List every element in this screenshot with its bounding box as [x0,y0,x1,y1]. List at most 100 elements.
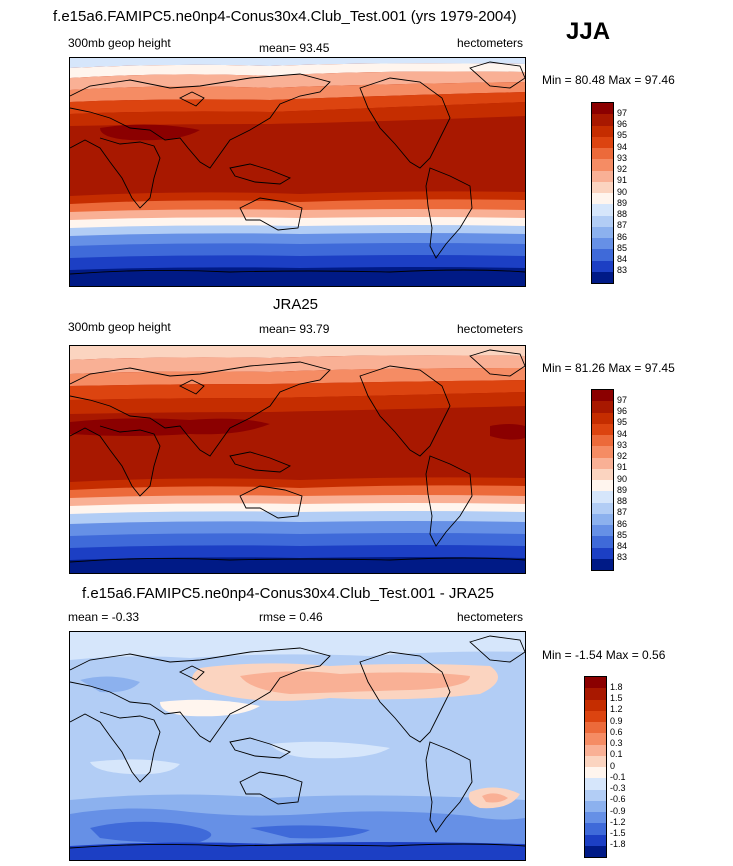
panel1-level-label: 94 [617,141,628,152]
panel3-level-label: 1.2 [610,704,623,715]
panel1-swatch [592,249,613,261]
panel1-level-label: 90 [617,186,628,197]
panel2-colorbar [591,389,614,571]
panel3-swatch [585,834,606,846]
panel1-level-label: 89 [617,197,628,208]
panel2-level-label: 92 [617,451,628,461]
panel1-swatch [592,136,613,148]
panel3-level-label: 1.8 [610,681,623,692]
panel3-swatch [585,688,606,700]
panel1-level-label: 84 [617,254,628,264]
panel2-swatch [592,480,613,492]
panel1-map [69,57,526,287]
figure-title: f.e15a6.FAMIPC5.ne0np4-Conus30x4.Club_Te… [53,8,517,25]
panel2-swatch [592,390,613,402]
panel3-swatch [585,722,606,734]
panel1-swatch [592,271,613,283]
panel3-colorbar [584,676,607,858]
panel2-level-label: 88 [617,496,628,506]
panel2-swatch [592,457,613,469]
panel2-variable-label: 300mb geop height [68,320,171,334]
panel2-level-label: 87 [617,507,628,518]
panel2-swatch [592,401,613,413]
panel3-level-label: -0.1 [610,771,626,782]
panel3-level-label: 0.3 [610,738,623,748]
panel3-level-label: -1.5 [610,828,626,838]
panel3-swatch [585,755,606,767]
panel1-level-label: 95 [617,130,628,141]
panel3-rmse-label: rmse = 0.46 [259,610,323,624]
panel1-swatch [592,125,613,137]
panel1-level-label: 85 [617,242,628,253]
panel3-swatch [585,710,606,722]
panel3-swatch [585,800,606,812]
panel1-swatch [592,181,613,193]
panel3-level-label: 0.9 [610,715,623,726]
panel1-swatch [592,226,613,238]
panel3-level-label: -0.3 [610,783,626,793]
panel3-map [69,631,526,861]
panel1-swatch [592,204,613,216]
panel3-swatch [585,778,606,790]
panel2-level-label: 86 [617,518,628,529]
panel1-variable-label: 300mb geop height [68,36,171,50]
panel1-level-label: 97 [617,107,628,118]
panel2-level-label: 96 [617,406,628,416]
panel2-level-label: 94 [617,428,628,439]
panel1-level-label: 88 [617,209,628,219]
panel3-units-label: hectometers [457,610,524,624]
panel3-swatch [585,789,606,801]
panel1-swatch [592,193,613,205]
panel3-mean-label: mean = -0.33 [68,610,140,624]
panel2-swatch [592,547,613,559]
panel3-swatch [585,812,606,824]
panel3-level-label: -0.9 [610,805,626,816]
panel2-mean-label: mean= 93.79 [259,322,330,336]
panel2-minmax-label: Min = 81.26 Max = 97.45 [542,361,675,375]
panel3-swatch [585,823,606,835]
panel2-level-label: 84 [617,541,628,551]
panel2-swatch [592,435,613,447]
panel3-swatch [585,733,606,745]
panel1-swatch [592,170,613,182]
panel2-level-label: 90 [617,473,628,484]
panel2-level-label: 93 [617,439,628,450]
panel1-level-label: 96 [617,119,628,129]
panel2-level-label: 91 [617,462,628,473]
panel1-level-label: 93 [617,152,628,163]
panel2-level-label: 89 [617,484,628,495]
panel2-swatch [592,491,613,503]
panel1-units-label: hectometers [457,36,524,50]
panel3-swatch [585,767,606,779]
panel3-level-label: 1.5 [610,693,623,703]
panel2-level-label: 83 [617,552,628,563]
panel3-swatch [585,845,606,857]
panel2-level-label: 95 [617,417,628,428]
panel3-level-label: 0.6 [610,726,623,737]
panel2-swatch [592,423,613,435]
panel1-level-label: 92 [617,164,628,174]
panel1-swatch [592,238,613,250]
panel1-minmax-label: Min = 80.48 Max = 97.46 [542,73,675,87]
panel2-level-label: 85 [617,529,628,540]
panel3-level-label: -1.2 [610,816,626,827]
panel1-swatch [592,260,613,272]
panel1-swatch [592,103,613,115]
panel1-level-label: 91 [617,175,628,186]
panel3-level-label: 0 [610,760,616,771]
panel2-map [69,345,526,574]
panel3-level-label: 0.1 [610,749,623,760]
panel1-colorbar [591,102,614,284]
panel3-title: f.e15a6.FAMIPC5.ne0np4-Conus30x4.Club_Te… [82,585,494,602]
season-label: JJA [566,18,611,45]
panel3-minmax-label: Min = -1.54 Max = 0.56 [542,648,666,662]
panel1-level-label: 87 [617,220,628,231]
panel3-level-label: -1.8 [610,839,626,850]
panel2-swatch [592,513,613,525]
panel2-swatch [592,558,613,570]
panel2-swatch [592,502,613,514]
panel2-swatch [592,525,613,537]
panel2-swatch [592,536,613,548]
panel2-units-label: hectometers [457,322,524,336]
panel3-level-label: -0.6 [610,794,626,805]
